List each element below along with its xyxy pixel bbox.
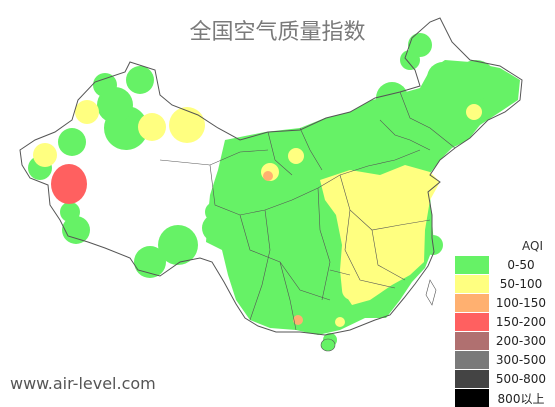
taiwan-island xyxy=(425,279,437,306)
site-watermark: www.air-level.com xyxy=(10,374,156,393)
legend-swatch xyxy=(455,389,489,407)
aqi-legend: AQI 0-50 50-100 100-150 150-200 200-300 … xyxy=(455,237,553,407)
legend-title: AQI xyxy=(522,239,543,253)
province-boundaries xyxy=(159,91,456,331)
legend-label: 50-100 xyxy=(499,277,543,291)
legend-item: 50-100 xyxy=(455,274,553,293)
legend-swatch xyxy=(455,275,489,293)
legend-swatch xyxy=(455,256,489,274)
legend-label: 300-500 xyxy=(495,353,547,367)
legend-item: 300-500 xyxy=(455,350,553,369)
legend-label: 0-50 xyxy=(507,258,535,272)
aqi-orange-region xyxy=(263,171,303,325)
legend-item: 100-150 xyxy=(455,293,553,312)
legend-item: 500-800 xyxy=(455,369,553,388)
legend-item: 150-200 xyxy=(455,312,553,331)
hainan-island xyxy=(320,338,336,352)
legend-label: 100-150 xyxy=(495,296,547,310)
legend-label: 200-300 xyxy=(495,334,547,348)
legend-swatch xyxy=(455,332,489,350)
map-title: 全国空气质量指数 xyxy=(189,20,366,45)
legend-swatch xyxy=(455,294,489,312)
legend-swatch xyxy=(455,313,489,331)
legend-label: 800以上 xyxy=(497,391,545,406)
aqi-yellow-region xyxy=(33,100,482,327)
legend-label: 500-800 xyxy=(495,372,547,386)
legend-item: 200-300 xyxy=(455,331,553,350)
aqi-red-region xyxy=(51,164,87,204)
legend-label: 150-200 xyxy=(495,315,547,329)
legend-item: 0-50 xyxy=(455,255,553,274)
legend-swatch xyxy=(455,370,489,388)
legend-item: 800以上 xyxy=(455,388,553,407)
legend-swatch xyxy=(455,351,489,369)
china-border xyxy=(19,17,523,336)
